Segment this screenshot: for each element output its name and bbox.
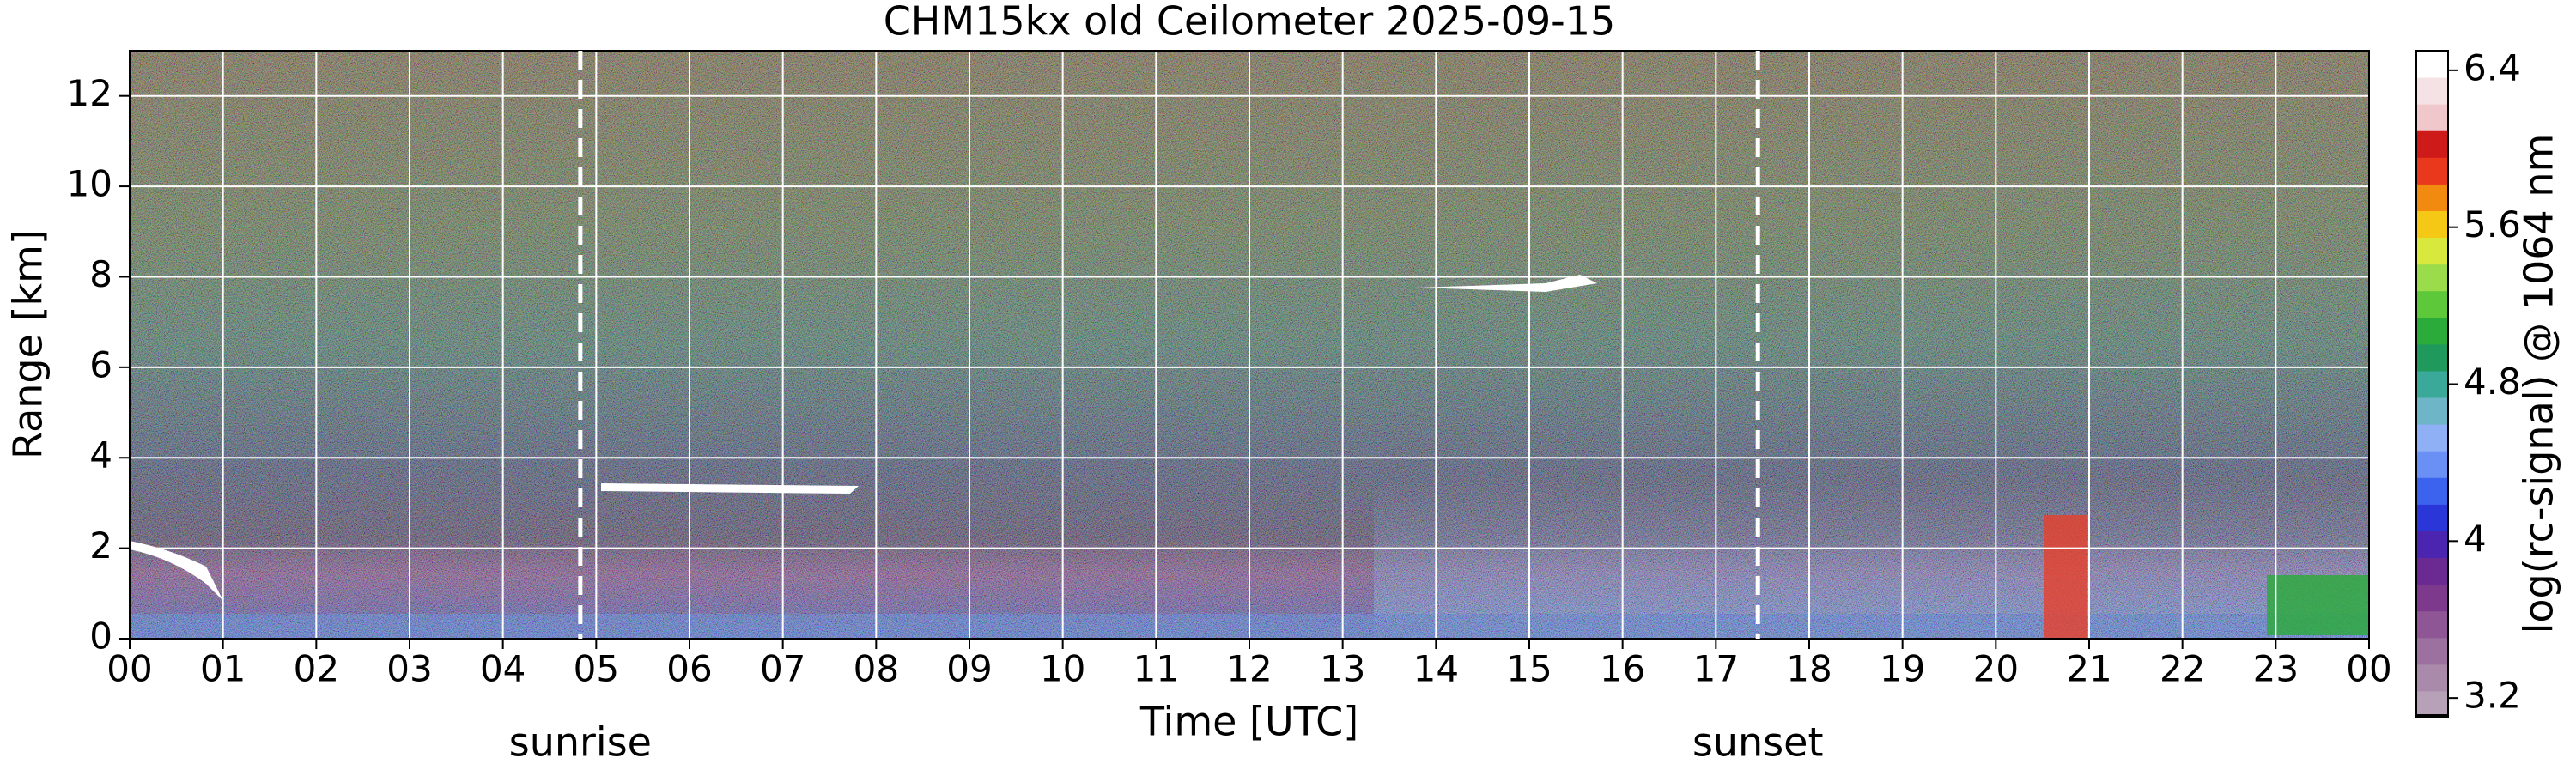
colorbar-segment xyxy=(2416,370,2448,398)
x-tick-label: 05 xyxy=(574,648,619,690)
x-tick-label: 06 xyxy=(666,648,712,690)
x-tick-label: 23 xyxy=(2253,648,2299,690)
x-tick-label: 21 xyxy=(2066,648,2111,690)
x-tick-label: 08 xyxy=(854,648,899,690)
y-tick-label: 10 xyxy=(67,163,112,205)
colorbar-segment xyxy=(2416,317,2448,345)
colorbar-segment xyxy=(2416,530,2448,559)
colorbar-segment xyxy=(2416,451,2448,478)
annotation-label: sunrise xyxy=(509,719,652,766)
y-tick-label: 8 xyxy=(89,253,112,295)
x-tick-label: 03 xyxy=(386,648,432,690)
x-tick-label: 19 xyxy=(1880,648,1925,690)
colorbar-segment xyxy=(2416,130,2448,158)
x-tick-label: 17 xyxy=(1693,648,1739,690)
colorbar-segment xyxy=(2416,104,2448,131)
chart-title: CHM15kx old Ceilometer 2025-09-15 xyxy=(884,0,1616,45)
y-tick-label: 6 xyxy=(89,343,112,385)
y-tick-label: 0 xyxy=(89,615,112,658)
x-tick-label: 18 xyxy=(1786,648,1832,690)
colorbar-segment xyxy=(2416,397,2448,425)
colorbar-tick-label: 3.2 xyxy=(2464,675,2521,717)
colorbar-tick-label: 4.8 xyxy=(2464,361,2521,403)
x-tick-label: 15 xyxy=(1506,648,1552,690)
colorbar-floor xyxy=(2416,714,2448,718)
x-tick-label: 13 xyxy=(1320,648,1365,690)
colorbar-label: log(rc-signal) @ 1064 nm xyxy=(2516,134,2562,634)
x-tick-label: 00 xyxy=(2346,648,2391,690)
colorbar-segment xyxy=(2416,637,2448,665)
x-tick-label: 00 xyxy=(106,648,152,690)
x-tick-label: 02 xyxy=(294,648,339,690)
y-axis-label: Range [km] xyxy=(5,229,52,459)
colorbar-segment xyxy=(2416,290,2448,318)
x-tick-label: 10 xyxy=(1040,648,1085,690)
annotation-label: sunset xyxy=(1692,719,1824,766)
colorbar-segment xyxy=(2416,477,2448,505)
y-tick-label: 4 xyxy=(89,434,112,476)
colorbar-segment xyxy=(2416,664,2448,692)
colorbar-segment xyxy=(2416,157,2448,185)
colorbar-tick-label: 5.6 xyxy=(2464,203,2521,246)
x-tick-label: 12 xyxy=(1226,648,1272,690)
colorbar-segment xyxy=(2416,210,2448,239)
y-tick-label: 12 xyxy=(67,72,112,114)
colorbar-segment xyxy=(2416,690,2448,718)
colorbar-segment xyxy=(2416,51,2448,78)
colorbar-segment xyxy=(2416,77,2448,105)
colorbar-segment xyxy=(2416,343,2448,372)
x-tick-label: 04 xyxy=(480,648,526,690)
x-tick-label: 09 xyxy=(946,648,992,690)
x-tick-label: 16 xyxy=(1600,648,1645,690)
colorbar-segment xyxy=(2416,264,2448,292)
colorbar-tick-label: 4 xyxy=(2464,518,2487,560)
x-tick-label: 20 xyxy=(1973,648,2019,690)
colorbar-segment xyxy=(2416,557,2448,585)
x-tick-label: 14 xyxy=(1413,648,1459,690)
colorbar-segment xyxy=(2416,237,2448,265)
x-tick-label: 01 xyxy=(200,648,246,690)
colorbar-segment xyxy=(2416,424,2448,452)
x-tick-label: 11 xyxy=(1133,648,1179,690)
x-tick-label: 07 xyxy=(760,648,805,690)
colorbar-segment xyxy=(2416,584,2448,612)
colorbar-segment xyxy=(2416,184,2448,211)
colorbar-segment xyxy=(2416,504,2448,531)
x-tick-label: 22 xyxy=(2160,648,2205,690)
x-axis-label: Time [UTC] xyxy=(1139,699,1358,745)
y-tick-label: 2 xyxy=(89,524,112,567)
colorbar-tick-label: 6.4 xyxy=(2464,46,2521,88)
colorbar-segment xyxy=(2416,610,2448,639)
